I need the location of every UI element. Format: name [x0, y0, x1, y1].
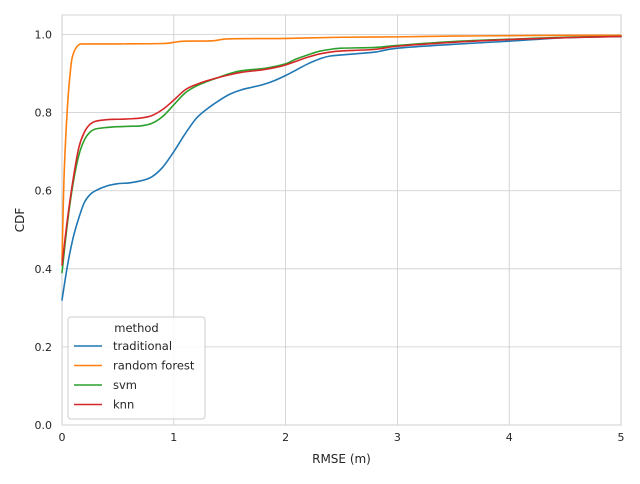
legend-items: traditional random forest svm knn	[74, 339, 195, 412]
series-line-traditional	[61, 35, 622, 301]
legend: method traditional random forest svm knn	[67, 316, 206, 420]
legend-box	[67, 316, 206, 420]
y-tick-label: 0.2	[35, 341, 53, 354]
y-tick-label: 0.8	[35, 107, 53, 120]
y-axis-label: CDF	[13, 208, 27, 233]
legend-label-knn: knn	[113, 398, 134, 412]
y-tick-label: 0.0	[35, 419, 53, 432]
series-lines	[61, 34, 622, 301]
grid-lines	[61, 15, 622, 426]
y-tick-label: 0.4	[35, 263, 53, 276]
x-tick-label: 3	[394, 431, 401, 444]
legend-label-traditional: traditional	[113, 339, 172, 353]
x-tick-label: 4	[506, 431, 513, 444]
x-tick-label: 1	[170, 431, 177, 444]
series-line-knn	[61, 35, 622, 266]
y-tick-labels: 0.0 0.2 0.4 0.6 0.8 1.0	[35, 29, 53, 432]
y-tick-label: 1.0	[35, 29, 53, 42]
x-tick-label: 2	[282, 431, 289, 444]
x-axis-label: RMSE (m)	[312, 452, 371, 466]
legend-label-random-forest: random forest	[113, 359, 195, 373]
series-line-random-forest	[61, 34, 622, 262]
legend-label-svm: svm	[113, 378, 137, 392]
x-tick-label: 0	[59, 431, 66, 444]
y-tick-label: 0.6	[35, 185, 53, 198]
x-tick-label: 5	[618, 431, 625, 444]
legend-title: method	[114, 321, 158, 335]
x-tick-labels: 0 1 2 3 4 5	[59, 431, 625, 444]
